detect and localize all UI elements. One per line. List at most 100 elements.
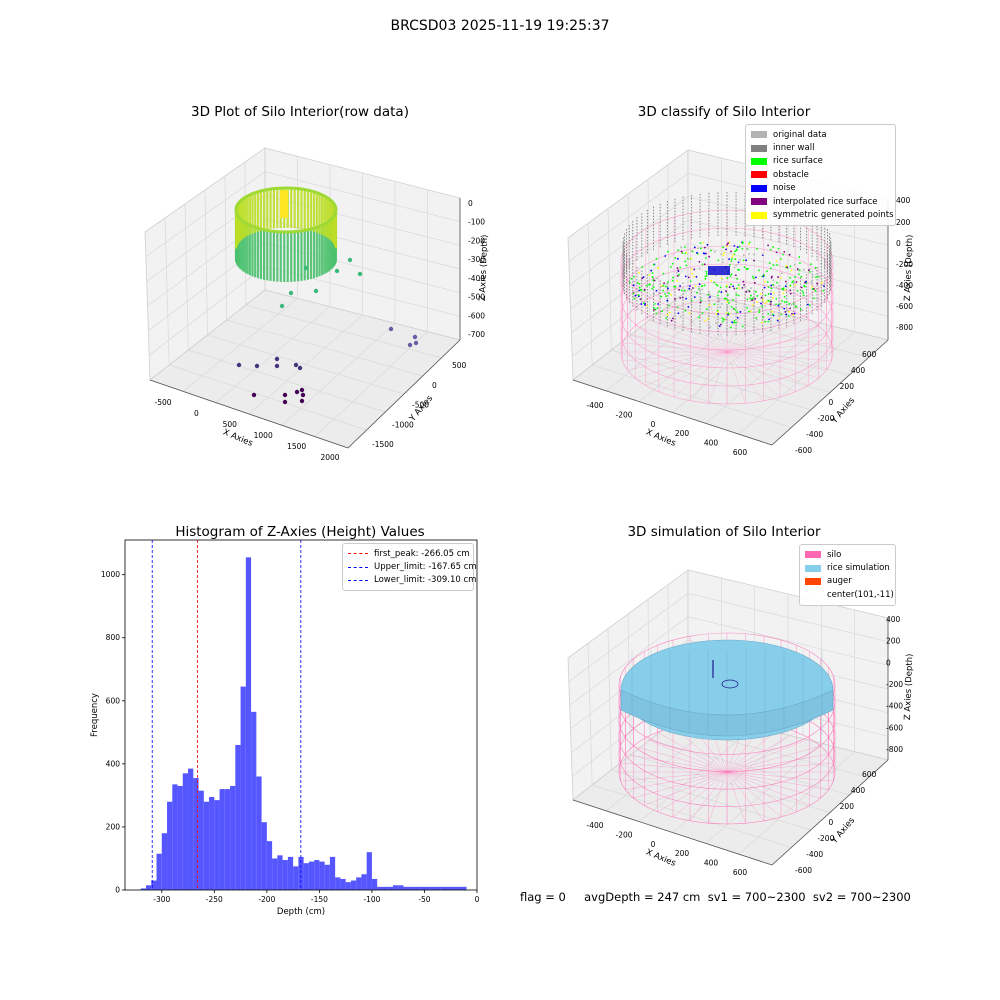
classify-legend-entry: interpolated rice surface [751, 195, 890, 208]
sim-y-tick-label: 200 [840, 802, 855, 811]
y-tick-label: 800 [106, 633, 121, 642]
histogram-bar [167, 801, 173, 890]
histogram-bar [356, 877, 362, 890]
histogram-bar [398, 885, 404, 890]
cls-z-axis-label: Z Axies (Depth) [903, 234, 915, 301]
cls-point [666, 313, 669, 316]
histogram-axes: -300 -250 -200 -150 -100 -50 0 0 200 400 600 800 100… [90, 539, 480, 917]
raw-outlier-point [294, 389, 300, 395]
cls-point [720, 253, 723, 256]
y-tick-label: 200 [106, 822, 121, 831]
classify-legend-label: symmetric generated points [773, 210, 894, 221]
cls-point [752, 253, 755, 256]
sim-x-tick-label: 0 [651, 840, 656, 849]
histogram-chart: -300 -250 -200 -150 -100 -50 0 0 200 400 600 800 100… [90, 539, 480, 917]
cls-point [713, 281, 716, 284]
histogram-bar [298, 856, 304, 890]
cls-point [732, 298, 735, 301]
histogram-bar [455, 886, 462, 890]
cls-point [689, 280, 692, 283]
histogram-bar [140, 888, 147, 890]
cls-point [775, 260, 778, 263]
raw-z-tick-label: -500 [468, 293, 485, 302]
cls-silo-spoke [726, 351, 781, 398]
cls-silo-spoke [726, 351, 819, 379]
classify-legend-swatch [751, 144, 767, 152]
cls-point [730, 283, 732, 286]
raw-outlier-point [274, 356, 280, 362]
cls-point [663, 282, 665, 285]
histogram-bar [319, 861, 325, 890]
histogram-bar [235, 744, 241, 890]
cls-point [641, 266, 644, 268]
cls-point [665, 285, 667, 288]
cls-point [770, 300, 772, 303]
cls-silo-spoke [726, 351, 827, 370]
y-tick-label: 1000 [101, 570, 120, 579]
cls-silo-spoke [726, 311, 796, 353]
cls-point [733, 308, 736, 310]
cls-point [783, 296, 786, 298]
cls-point [667, 287, 669, 290]
cls-point [690, 268, 693, 271]
cls-point [641, 277, 644, 280]
cls-point [755, 317, 758, 319]
cls-point [730, 260, 733, 263]
cls-point [674, 285, 677, 288]
raw-outlier-point [299, 387, 305, 393]
cls-point [748, 253, 751, 255]
cls-noise-cluster [708, 266, 730, 275]
cls-point [697, 247, 700, 250]
cls-point [789, 276, 792, 279]
cls-x-tick-label: 0 [651, 420, 656, 429]
cls-point [749, 310, 752, 313]
y-axis-label: Frequency [90, 693, 100, 737]
cls-point [698, 288, 701, 291]
raw-y-tick-label: 500 [452, 361, 467, 370]
cls-point [769, 303, 772, 306]
cls-point [753, 281, 756, 284]
cls-point [793, 281, 796, 284]
axis-line [347, 339, 461, 449]
cls-silo-spoke [726, 351, 746, 404]
cls-point [739, 258, 741, 261]
cls-point [811, 275, 814, 278]
cls-point [672, 317, 674, 320]
cls-point [683, 289, 686, 292]
cls-point [737, 284, 740, 286]
cls-silo-spoke [622, 342, 728, 353]
cls-point [779, 277, 782, 279]
cls-point [820, 281, 823, 284]
cls-point [730, 273, 733, 276]
x-tick-label: -150 [311, 895, 328, 904]
sim-x-tick-label: 400 [704, 859, 719, 868]
simulation-legend-swatch [805, 591, 821, 598]
cls-point [710, 279, 712, 282]
cls-point [776, 281, 779, 284]
cls-point [741, 325, 744, 328]
cls-point [677, 249, 680, 252]
cls-point [751, 299, 754, 302]
histogram-bar [209, 796, 215, 890]
histogram-bar [151, 880, 157, 890]
raw-outlier-point [407, 342, 413, 348]
cls-point [690, 257, 692, 260]
cls-point [773, 304, 776, 307]
cls-point [792, 313, 795, 316]
cls-point [781, 300, 783, 302]
cls-point [687, 306, 690, 308]
sim-silo-spoke [726, 745, 821, 773]
cls-z-tick-label: -600 [896, 302, 913, 311]
raw-surface-rim [234, 186, 338, 234]
cls-point [680, 246, 682, 249]
cls-point [727, 242, 729, 245]
sim-silo-spoke [633, 745, 728, 773]
cls-point [698, 285, 700, 288]
cls-point [787, 315, 790, 317]
cls-point [767, 244, 769, 247]
cls-point [678, 274, 680, 276]
cls-point [772, 283, 774, 286]
grid-line [145, 171, 266, 257]
cls-point [816, 297, 819, 300]
cls-point [652, 279, 655, 282]
